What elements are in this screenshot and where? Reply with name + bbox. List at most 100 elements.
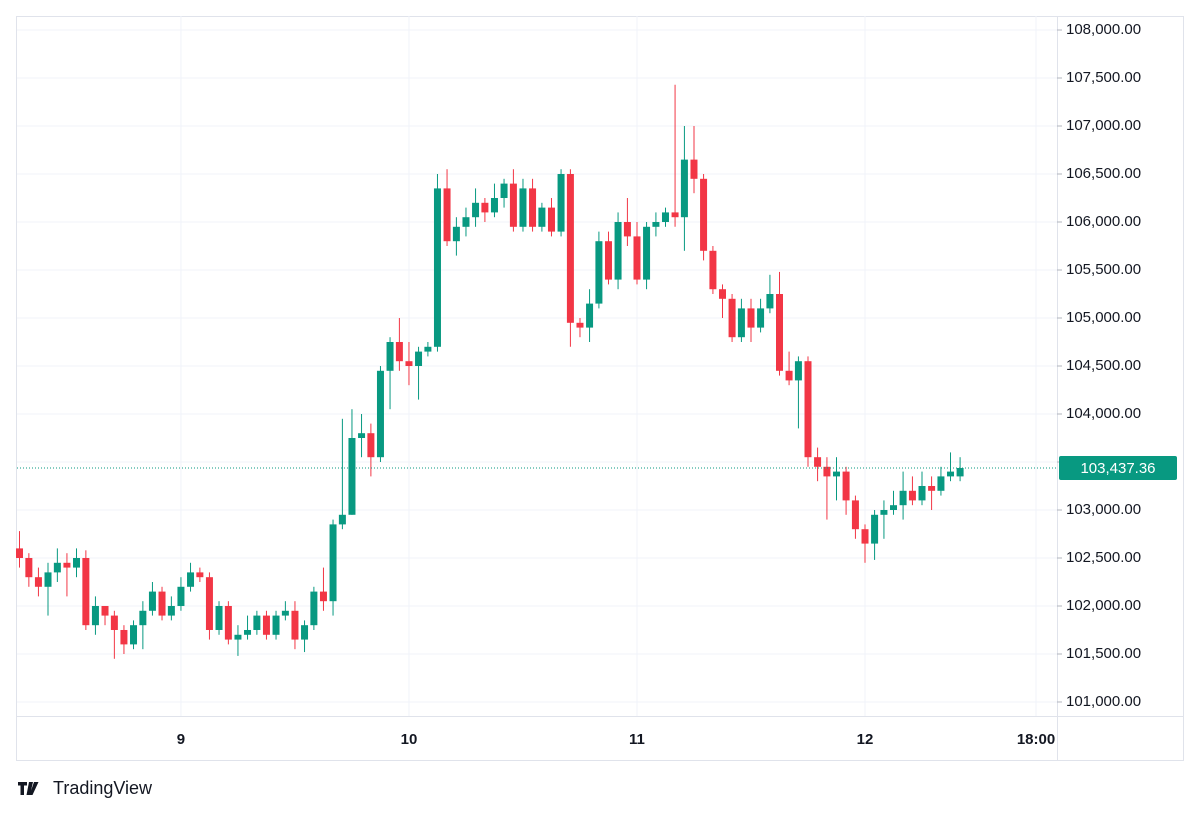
candle-body — [63, 562, 71, 568]
candle-body — [500, 183, 508, 199]
candle-body — [82, 557, 90, 626]
candle-body — [529, 188, 537, 227]
candle-body — [538, 207, 546, 227]
y-tick-label: 104,500.00 — [1066, 357, 1141, 374]
candle-body — [652, 222, 660, 227]
candle-body — [842, 471, 850, 501]
candle-body — [871, 514, 879, 544]
candle-body — [130, 625, 138, 645]
candle-body — [177, 586, 185, 606]
candle-body — [851, 500, 859, 530]
candle-body — [472, 202, 480, 218]
candle-body — [804, 361, 812, 458]
candle-body — [91, 605, 99, 626]
candle-body — [937, 476, 945, 491]
candle-body — [16, 548, 24, 558]
candle-body — [737, 308, 745, 338]
candle-body — [215, 605, 223, 630]
y-tick-label: 106,000.00 — [1066, 213, 1141, 230]
candle-body — [310, 591, 318, 626]
candle-body — [301, 625, 309, 640]
candle-body — [623, 222, 631, 237]
candle-body — [187, 572, 195, 587]
candle-body — [833, 471, 841, 477]
candle-body — [44, 572, 52, 587]
candle-body — [728, 298, 736, 338]
x-tick-label: 9 — [177, 731, 185, 748]
candle-body — [415, 351, 423, 366]
y-tick-label: 101,500.00 — [1066, 645, 1141, 662]
candle-body — [433, 188, 441, 347]
candle-body — [462, 217, 470, 227]
candle-body — [53, 562, 61, 573]
candle-body — [367, 433, 375, 458]
candle-body — [861, 529, 869, 544]
candle-body — [158, 591, 166, 616]
candle-body — [766, 294, 774, 309]
candle-body — [947, 471, 955, 477]
candle-body — [557, 174, 565, 232]
candle-body — [547, 207, 555, 232]
y-tick-label: 106,500.00 — [1066, 165, 1141, 182]
candle-body — [899, 490, 907, 506]
candle-body — [908, 490, 916, 501]
x-tick-label: 12 — [857, 731, 874, 748]
candle-body — [272, 615, 280, 635]
candles — [16, 84, 964, 659]
last-price-label: 103,437.36 — [1080, 460, 1155, 477]
x-tick-label: 10 — [401, 731, 418, 748]
candle-body — [244, 629, 252, 635]
y-tick-label: 105,000.00 — [1066, 309, 1141, 326]
candle-body — [614, 222, 622, 280]
candle-body — [823, 466, 831, 477]
candle-body — [234, 634, 242, 640]
candle-body — [110, 615, 118, 630]
y-tick-label: 107,500.00 — [1066, 69, 1141, 86]
candle-body — [814, 457, 822, 467]
candle-body — [101, 605, 109, 616]
candle-body — [205, 577, 213, 630]
y-tick-label: 102,500.00 — [1066, 549, 1141, 566]
candle-body — [890, 505, 898, 510]
candle-body — [338, 514, 346, 525]
candle-body — [120, 629, 128, 645]
candle-body — [918, 485, 926, 501]
candle-body — [794, 361, 802, 381]
candle-body — [956, 468, 964, 477]
candle-body — [785, 370, 793, 381]
candle-body — [281, 610, 289, 616]
brand: TradingView — [53, 778, 153, 798]
candle-body — [25, 557, 33, 578]
candle-body — [386, 342, 394, 371]
candle-body — [395, 342, 403, 362]
candle-body — [747, 308, 755, 328]
candle-body — [224, 605, 232, 640]
candle-body — [139, 610, 147, 626]
candle-body — [490, 198, 498, 213]
candle-body — [73, 557, 81, 568]
candle-body — [424, 346, 432, 352]
candle-body — [604, 241, 612, 280]
candle-body — [167, 605, 175, 616]
candle-body — [757, 308, 765, 328]
candle-body — [928, 485, 936, 491]
y-tick-label: 104,000.00 — [1066, 405, 1141, 422]
candle-body — [718, 289, 726, 299]
candle-body — [643, 226, 651, 280]
candle-body — [566, 174, 574, 323]
y-tick-label: 105,500.00 — [1066, 261, 1141, 278]
candle-body — [376, 370, 384, 458]
chart-frame — [16, 16, 1184, 761]
candle-body — [661, 212, 669, 223]
candle-body — [148, 591, 156, 611]
candle-body — [680, 159, 688, 218]
candle-body — [196, 572, 204, 578]
candle-body — [775, 294, 783, 371]
last-price-badge — [1059, 456, 1177, 481]
candle-body — [452, 226, 460, 242]
logo-mark — [18, 782, 39, 795]
candle-body — [329, 524, 337, 602]
candle-body — [348, 437, 356, 515]
y-tick-label: 102,000.00 — [1066, 597, 1141, 614]
